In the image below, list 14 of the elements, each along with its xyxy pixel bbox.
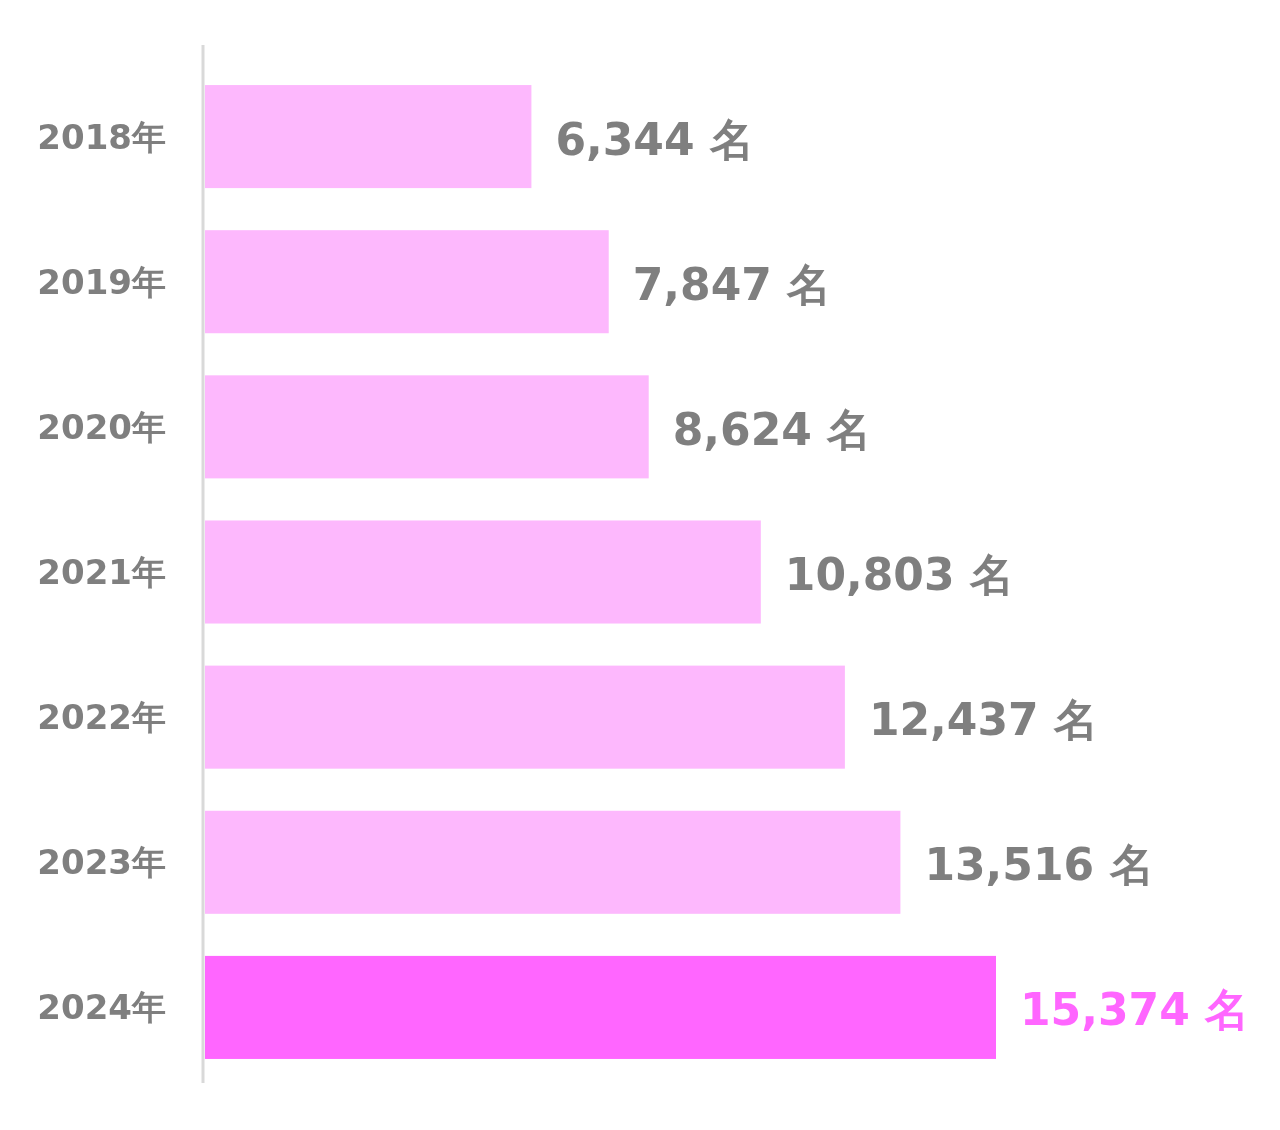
category-label: 2022年	[37, 697, 166, 738]
value-label: 8,624 名	[672, 403, 872, 455]
category-label: 2019年	[37, 261, 166, 302]
category-label: 2023年	[37, 842, 166, 883]
category-label: 2021年	[37, 552, 166, 592]
value-label: 6,344 名	[555, 113, 754, 165]
category-label: 2024年	[37, 987, 166, 1028]
value-label: 10,803 名	[784, 549, 1014, 600]
value-label: 13,516 名	[924, 839, 1154, 891]
category-label: 2020年	[37, 406, 166, 447]
value-label: 7,847 名	[632, 258, 832, 310]
value-label: 12,437 名	[868, 694, 1098, 746]
value-label: 15,374 名	[1020, 984, 1250, 1036]
category-label: 2018年	[37, 116, 166, 157]
